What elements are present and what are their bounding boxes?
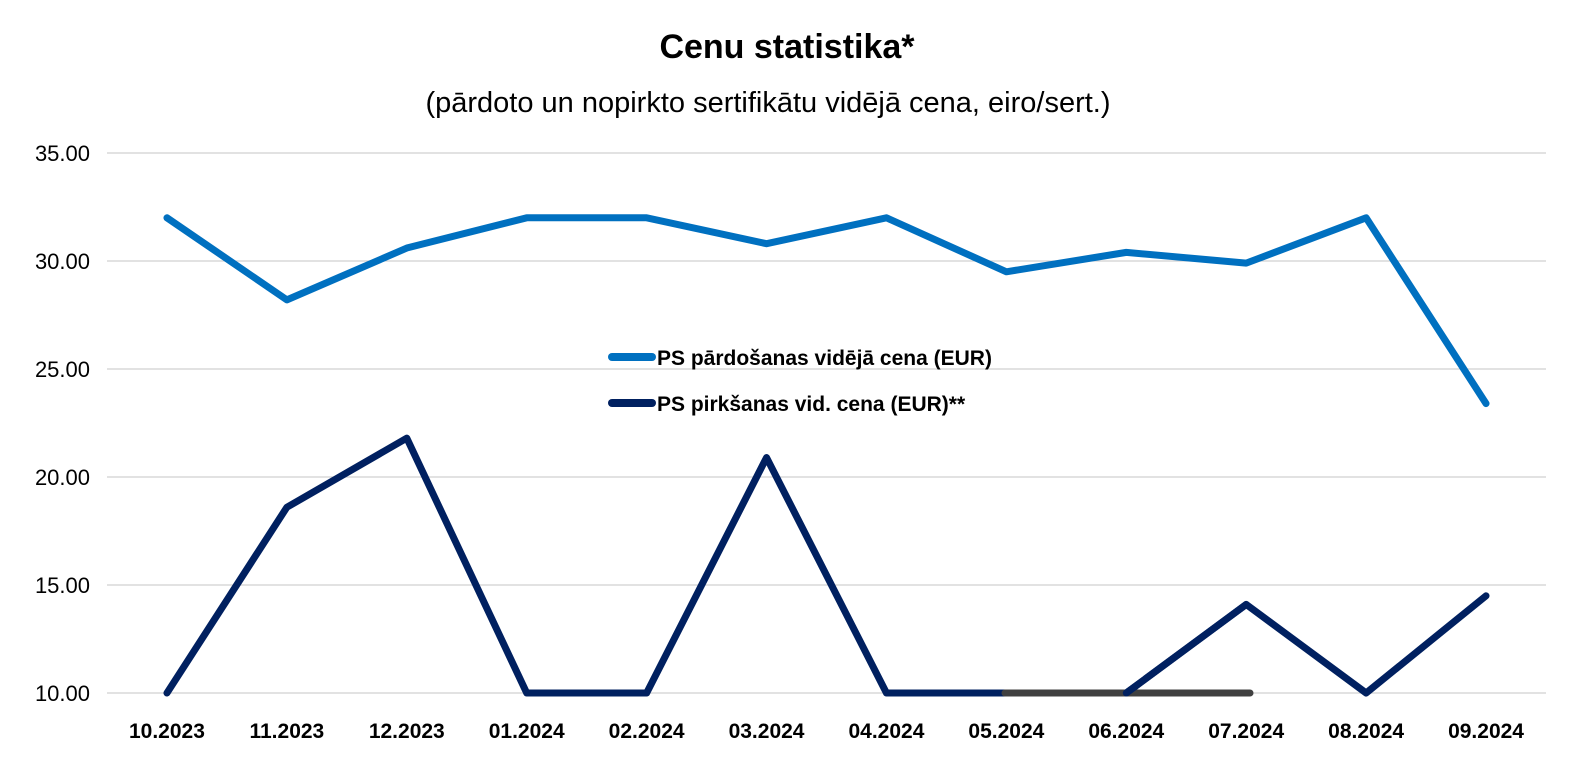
y-tick-label: 35.00 [35,141,90,166]
y-tick-label: 20.00 [35,465,90,490]
x-tick-label: 12.2023 [369,720,445,743]
x-tick-label: 02.2024 [609,720,685,743]
chart-subtitle: (pārdoto un nopirkto sertifikātu vidējā … [425,87,1110,119]
x-tick-label: 06.2024 [1088,720,1164,743]
series-line-0 [163,214,1490,408]
x-tick-label: 09.2024 [1448,720,1524,743]
x-tick-label: 10.2023 [129,720,205,743]
series-line-1 [163,434,1490,697]
y-tick-label: 15.00 [35,573,90,598]
x-tick-label: 04.2024 [848,720,924,743]
series-line-overlay [1122,600,1250,697]
chart-title: Cenu statistika* [659,28,915,66]
legend: PS pārdošanas vidējā cena (EUR) PS pirkš… [608,347,992,416]
x-tick-label: 03.2024 [729,720,805,743]
x-tick-label: 07.2024 [1208,720,1284,743]
legend-label-sales: PS pārdošanas vidējā cena (EUR) [657,347,992,370]
legend-label-purchase: PS pirkšanas vid. cena (EUR)** [657,393,966,416]
x-tick-label: 01.2024 [489,720,565,743]
x-tick-label: 11.2023 [249,720,324,743]
y-tick-label: 25.00 [35,357,90,382]
x-tick-label: 05.2024 [968,720,1044,743]
y-tick-label: 10.00 [35,681,90,706]
y-tick-label: 30.00 [35,249,90,274]
x-tick-label: 08.2024 [1328,720,1404,743]
